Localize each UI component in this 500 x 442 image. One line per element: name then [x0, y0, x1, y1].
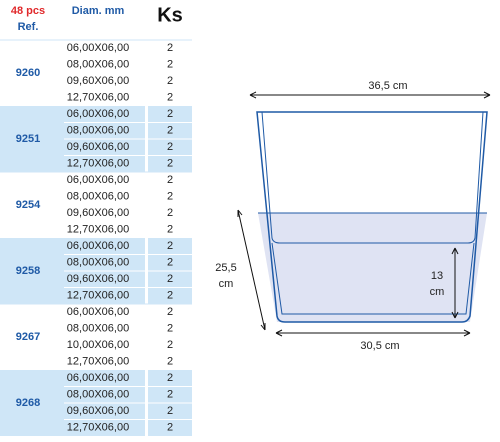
ks: 2 — [167, 191, 173, 203]
dim-inner-unit: cm — [430, 286, 445, 298]
dim-top: 36,5 cm — [368, 80, 407, 92]
diam: 12,70X06,00 — [67, 290, 129, 302]
ks: 2 — [167, 273, 173, 285]
ref: 9268 — [16, 397, 40, 409]
ks: 2 — [167, 108, 173, 120]
diam: 09,60X06,00 — [67, 141, 129, 153]
ks: 2 — [167, 339, 173, 351]
diam: 12,70X06,00 — [67, 356, 129, 368]
diam: 06,00X06,00 — [67, 42, 129, 54]
ks: 2 — [167, 240, 173, 252]
ks: 2 — [167, 158, 173, 170]
ref: 9267 — [16, 331, 40, 343]
ks: 2 — [167, 356, 173, 368]
diam: 06,00X06,00 — [67, 306, 129, 318]
ks: 2 — [167, 75, 173, 87]
ks: 2 — [167, 323, 173, 335]
diam: 12,70X06,00 — [67, 92, 129, 104]
ref: 9254 — [16, 199, 41, 211]
diam: 08,00X06,00 — [67, 191, 129, 203]
ks-header: Ks — [157, 4, 183, 26]
ref: 9258 — [16, 265, 40, 277]
diam: 08,00X06,00 — [67, 323, 129, 335]
ks: 2 — [167, 372, 173, 384]
dim-height: 25,5 — [215, 262, 236, 274]
diam: 06,00X06,00 — [67, 240, 129, 252]
diam: 12,70X06,00 — [67, 224, 129, 236]
ks: 2 — [167, 405, 173, 417]
ks: 2 — [167, 422, 173, 434]
ks: 2 — [167, 389, 173, 401]
table: 9260 06,00X06,00 2 08,00X06,00 2 09,60X06,00 2… — [0, 39, 192, 436]
diam: 09,60X06,00 — [67, 207, 129, 219]
dim-height-unit: cm — [219, 278, 234, 290]
diam: 12,70X06,00 — [67, 158, 129, 170]
dim-inner: 13 — [431, 270, 443, 282]
diam: 09,60X06,00 — [67, 75, 129, 87]
ref: 9260 — [16, 67, 40, 79]
ks: 2 — [167, 42, 173, 54]
pcs: 48 pcs — [11, 5, 45, 17]
ref-header: Ref. — [18, 21, 39, 33]
diam: 12,70X06,00 — [67, 422, 129, 434]
diam: 08,00X06,00 — [67, 389, 129, 401]
ks: 2 — [167, 125, 173, 137]
ks: 2 — [167, 257, 173, 269]
diam: 08,00X06,00 — [67, 59, 129, 71]
dim-bottom: 30,5 cm — [360, 340, 399, 352]
ks: 2 — [167, 92, 173, 104]
diam: 06,00X06,00 — [67, 372, 129, 384]
ks: 2 — [167, 290, 173, 302]
diagram — [237, 91, 491, 337]
diam: 08,00X06,00 — [67, 125, 129, 137]
diam: 06,00X06,00 — [67, 108, 129, 120]
diam: 09,60X06,00 — [67, 405, 129, 417]
ks: 2 — [167, 306, 173, 318]
ks: 2 — [167, 224, 173, 236]
ks: 2 — [167, 207, 173, 219]
ks: 2 — [167, 59, 173, 71]
ks: 2 — [167, 174, 173, 186]
ref: 9251 — [16, 133, 40, 145]
diam: 06,00X06,00 — [67, 174, 129, 186]
diam: 09,60X06,00 — [67, 273, 129, 285]
diam-header: Diam. mm — [72, 5, 125, 17]
ks: 2 — [167, 141, 173, 153]
diam: 10,00X06,00 — [67, 339, 129, 351]
diam: 08,00X06,00 — [67, 257, 129, 269]
